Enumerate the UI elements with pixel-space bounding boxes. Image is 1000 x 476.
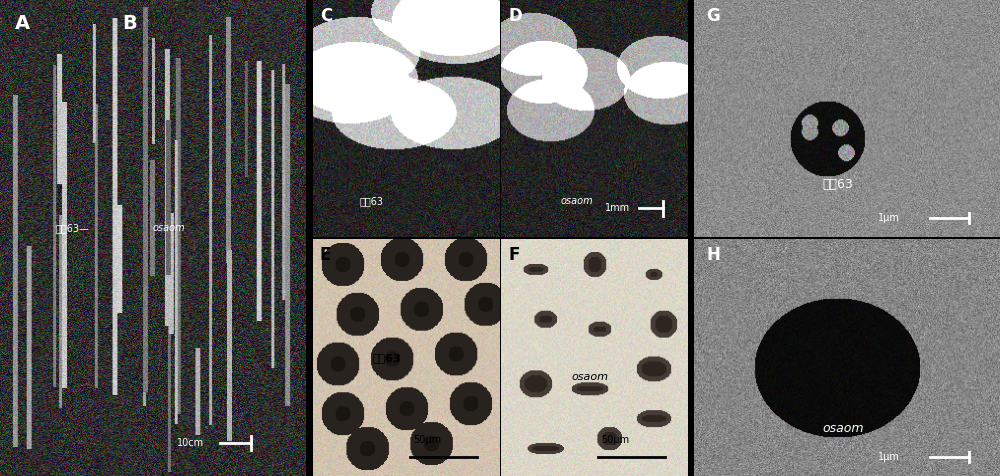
Text: 明恄63: 明恄63: [359, 196, 383, 206]
Text: 50μm: 50μm: [602, 436, 630, 446]
Text: 明恄63: 明恄63: [823, 178, 853, 191]
Text: 1μm: 1μm: [878, 452, 900, 462]
Text: G: G: [706, 7, 720, 25]
Text: H: H: [706, 246, 720, 264]
Text: 10cm: 10cm: [177, 437, 205, 448]
Text: C: C: [320, 7, 332, 25]
Text: osaom: osaom: [153, 223, 186, 234]
Text: 1μm: 1μm: [878, 213, 900, 223]
Text: B: B: [122, 14, 137, 33]
Text: 明恄63—: 明恄63—: [55, 223, 89, 234]
Text: A: A: [15, 14, 30, 33]
Text: osaom: osaom: [823, 422, 864, 435]
Text: 1mm: 1mm: [605, 203, 631, 213]
Text: D: D: [508, 7, 522, 25]
Text: 50μm: 50μm: [413, 436, 441, 446]
Text: F: F: [508, 246, 520, 264]
Text: osaom: osaom: [561, 196, 593, 206]
Text: E: E: [320, 246, 331, 264]
Text: 明恄63: 明恄63: [372, 353, 401, 363]
Text: osaom: osaom: [572, 372, 609, 382]
